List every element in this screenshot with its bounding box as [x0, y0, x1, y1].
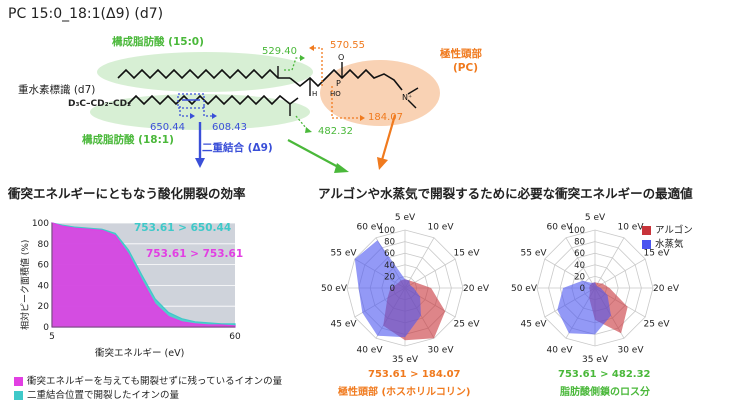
headgroup-highlight: [320, 60, 440, 126]
radar-r-tick: 60: [384, 249, 395, 259]
y-tick-label: 20: [38, 302, 50, 312]
radar-axis-label: 35 eV: [582, 355, 609, 365]
radar-r-tick: 40: [574, 261, 585, 271]
deuterium-formula: D₃C–CD₂–CD₂: [68, 99, 132, 109]
radar2-caption-line2: 脂肪酸側鎖のロス分: [560, 387, 650, 398]
series-label-650: 753.61 > 650.44: [134, 222, 232, 234]
y-tick-label: 80: [38, 240, 50, 250]
molecule-diagram: O P HO H N⁺: [90, 45, 440, 173]
fragment-650: 650.44: [150, 122, 185, 133]
radar-axis-label: 10 eV: [617, 223, 644, 233]
radar-axis-label: 5 eV: [585, 213, 606, 223]
radar-axis-label: 25 eV: [643, 320, 670, 330]
svg-text:HO: HO: [330, 90, 341, 98]
y-tick-label: 0: [43, 323, 49, 333]
left-heading: 衝突エネルギーにともなう酸化開裂の効率: [8, 186, 246, 201]
double-bond-box: [177, 93, 205, 109]
radar-axis-label: 45 eV: [521, 320, 548, 330]
radar1-caption-line1: 753.61 > 184.07: [368, 369, 461, 380]
radar1-caption-line2: 極性頭部 (ホスホリルコリン): [338, 387, 471, 398]
legend-item-cleaved: 二重結合位置で開裂したイオンの量: [14, 387, 179, 401]
radar-axis-label: 55 eV: [521, 249, 548, 259]
radar-axis-label: 15 eV: [453, 249, 480, 259]
legend-item-remaining: 衝突エネルギーを与えても開裂せずに残っているイオンの量: [14, 373, 282, 387]
radar-chart-headgroup: 5 eV 10 eV 15 eV 20 eV 25 eV 30 eV 35 eV 40 eV 4…: [321, 213, 490, 365]
y-tick-label: 60: [38, 261, 50, 271]
radar-chart-fattyacid: 5 eV 10 eV 15 eV 20 eV 25 eV 30 eV 35 eV 40 eV 4…: [511, 213, 680, 365]
radar-axis-label: 55 eV: [331, 249, 358, 259]
legend-swatch-cyan: [14, 391, 23, 400]
area-chart: 0 20 40 60 80 100 5 60: [32, 219, 241, 342]
radar-axis-label: 50 eV: [321, 284, 348, 294]
right-heading: アルゴンや水蒸気で開裂するために必要な衝突エネルギーの最適値: [318, 186, 693, 201]
radar-r-tick: 80: [384, 238, 395, 248]
fragment-529: 529.40: [262, 46, 297, 57]
fragment-608: 608.43: [212, 122, 247, 133]
legend-swatch-steam: [642, 240, 651, 249]
series-area-intact: [51, 222, 236, 328]
radar-r-tick: 100: [569, 226, 585, 236]
svg-text:H: H: [312, 90, 317, 98]
radar-spoke: [594, 258, 646, 289]
legend-label-argon: アルゴン: [655, 225, 693, 236]
series-label-753: 753.61 > 753.61: [146, 248, 244, 260]
radar-axis-label: 40 eV: [546, 345, 573, 355]
radar-spoke: [594, 237, 625, 289]
y-tick-label: 100: [32, 219, 49, 229]
fragment-482: 482.32: [318, 126, 353, 137]
figure-title: PC 15:0_18:1(Δ9) (d7): [8, 6, 164, 22]
radar-axis-label: 45 eV: [331, 320, 358, 330]
radar-r-tick: 60: [574, 249, 585, 259]
legend-label-remaining: 衝突エネルギーを与えても開裂せずに残っているイオンの量: [27, 376, 283, 387]
legend-label-steam: 水蒸気: [655, 239, 684, 250]
legend-swatch-magenta: [14, 377, 23, 386]
radar-r-tick: 80: [574, 238, 585, 248]
fa15-label: 構成脂肪酸 (15:0): [112, 36, 204, 48]
radar-series-steam: [354, 240, 421, 338]
radar-spoke: [565, 237, 596, 289]
radar-axis-label: 40 eV: [356, 345, 383, 355]
svg-text:O: O: [338, 53, 344, 62]
double-bond-label: 二重結合 (Δ9): [202, 142, 273, 154]
radar-r-tick: 0: [390, 284, 395, 294]
radar-axis-label: 5 eV: [395, 213, 416, 223]
radar-r-tick: 20: [384, 272, 395, 282]
headgroup-label: 極性頭部: [440, 48, 482, 60]
radar-r-tick: 20: [574, 272, 585, 282]
fa15-chain: [117, 68, 290, 80]
radar-axis-label: 30 eV: [427, 345, 454, 355]
radar-r-tick: 40: [384, 261, 395, 271]
radar-axis-label: 60 eV: [356, 223, 383, 233]
x-tick-label: 60: [229, 332, 241, 342]
radar-axis-label: 50 eV: [511, 284, 538, 294]
radar-r-tick: 100: [379, 226, 395, 236]
deuterium-label: 重水素標識 (d7): [18, 84, 96, 96]
radar-axis-label: 35 eV: [392, 355, 419, 365]
radar-axis-label: 30 eV: [617, 345, 644, 355]
radar-series-steam: [557, 280, 611, 335]
x-tick-label: 5: [49, 332, 55, 342]
radar-axis-label: 25 eV: [453, 320, 480, 330]
radar-axis-label: 15 eV: [643, 249, 670, 259]
radar-axis-label: 60 eV: [546, 223, 573, 233]
headgroup-sub: (PC): [453, 62, 478, 74]
radar2-caption-line1: 753.61 > 482.32: [558, 369, 651, 380]
radar-axis-label: 10 eV: [427, 223, 454, 233]
legend-swatch-argon: [642, 226, 651, 235]
fragment-570: 570.55: [330, 40, 365, 51]
radar-spoke: [404, 237, 435, 289]
legend-label-cleaved: 二重結合位置で開裂したイオンの量: [27, 390, 180, 401]
fragment-184: 184.07: [368, 112, 403, 123]
x-axis-label: 衝突エネルギー (eV): [95, 348, 185, 359]
legend-item-steam: 水蒸気: [642, 236, 684, 250]
fa18-label: 構成脂肪酸 (18:1): [82, 134, 174, 146]
radar-axis-label: 20 eV: [463, 284, 490, 294]
svg-text:P: P: [336, 79, 341, 88]
legend-item-argon: アルゴン: [642, 222, 693, 236]
svg-text:N⁺: N⁺: [402, 93, 412, 102]
radar-axis-label: 20 eV: [653, 284, 680, 294]
fa18-chain: [127, 94, 299, 106]
y-tick-label: 40: [38, 281, 50, 291]
radar-r-tick: 0: [580, 284, 585, 294]
